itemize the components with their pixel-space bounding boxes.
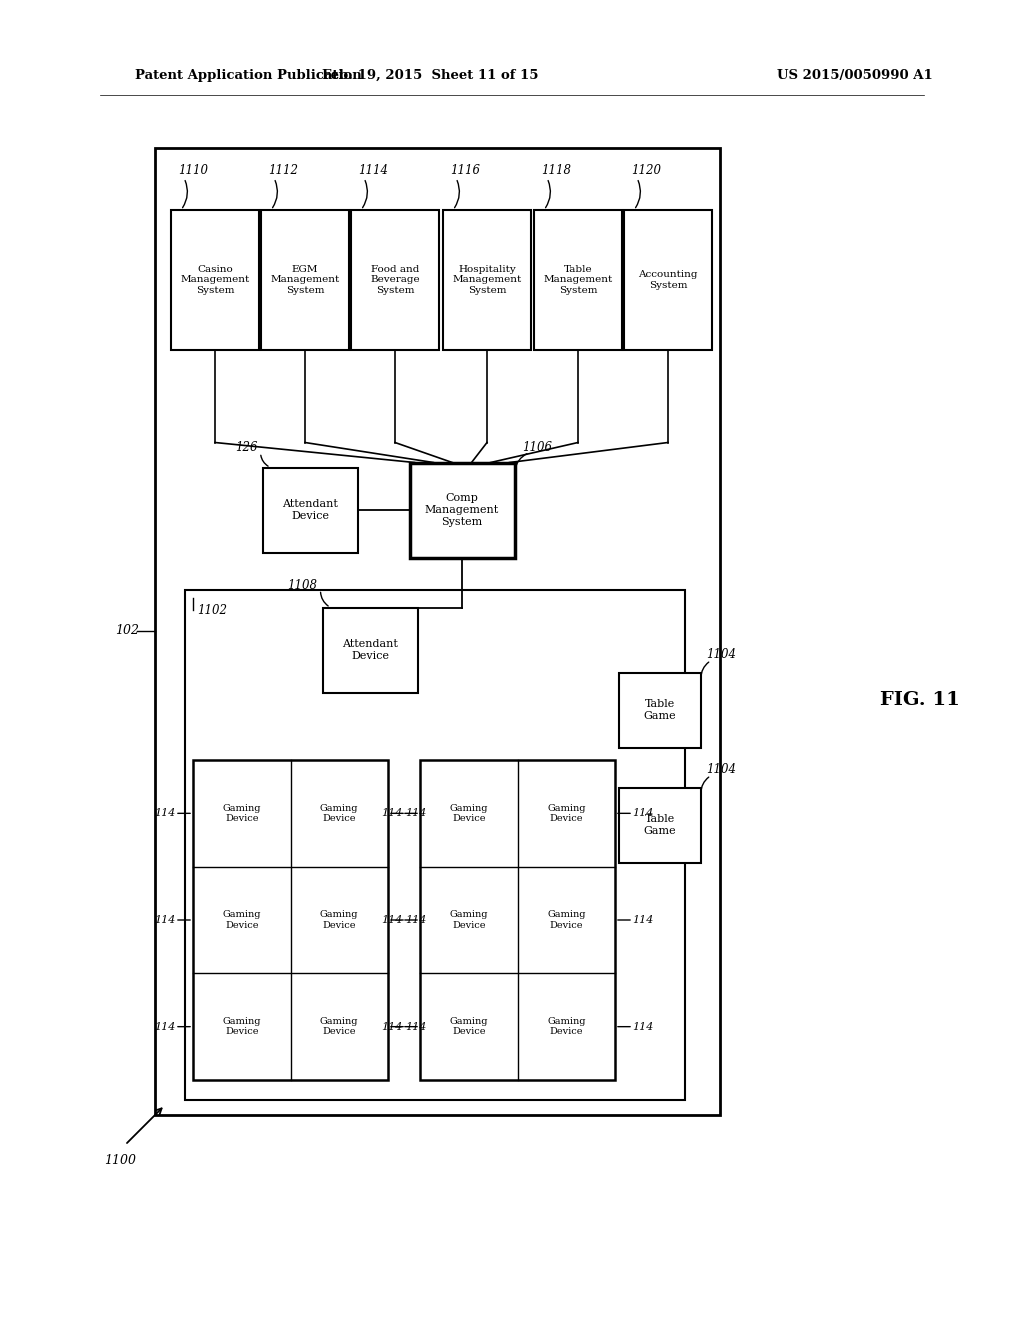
Text: 114: 114 bbox=[632, 1022, 653, 1032]
Text: Hospitality
Management
System: Hospitality Management System bbox=[453, 265, 521, 294]
Text: Gaming
Device: Gaming Device bbox=[222, 1016, 261, 1036]
Text: Gaming
Device: Gaming Device bbox=[450, 911, 488, 929]
Bar bbox=[420, 760, 615, 1080]
Text: Gaming
Device: Gaming Device bbox=[547, 911, 586, 929]
Text: 1104: 1104 bbox=[706, 763, 736, 776]
Text: Gaming
Device: Gaming Device bbox=[547, 804, 586, 824]
Bar bbox=[618, 788, 701, 862]
Bar bbox=[323, 607, 418, 693]
Text: 114: 114 bbox=[632, 915, 653, 925]
Text: Table
Game: Table Game bbox=[644, 814, 676, 836]
Text: 114: 114 bbox=[406, 808, 427, 818]
Text: Gaming
Device: Gaming Device bbox=[319, 911, 358, 929]
Text: 114: 114 bbox=[155, 1022, 176, 1032]
Text: 1106: 1106 bbox=[522, 441, 553, 454]
Bar bbox=[624, 210, 712, 350]
Bar bbox=[534, 210, 622, 350]
Text: Gaming
Device: Gaming Device bbox=[319, 1016, 358, 1036]
Bar bbox=[185, 590, 685, 1100]
Text: 114: 114 bbox=[155, 915, 176, 925]
Bar bbox=[171, 210, 259, 350]
Text: Patent Application Publication: Patent Application Publication bbox=[135, 69, 361, 82]
Text: 114: 114 bbox=[381, 915, 402, 925]
Text: 126: 126 bbox=[234, 441, 257, 454]
Text: 114: 114 bbox=[381, 1022, 402, 1032]
Bar bbox=[155, 148, 720, 1115]
Text: 114: 114 bbox=[155, 808, 176, 818]
Text: 1104: 1104 bbox=[706, 648, 736, 661]
Text: Food and
Beverage
System: Food and Beverage System bbox=[371, 265, 420, 294]
Bar bbox=[351, 210, 439, 350]
Bar bbox=[410, 462, 514, 557]
Text: Casino
Management
System: Casino Management System bbox=[180, 265, 250, 294]
Text: 1100: 1100 bbox=[104, 1154, 136, 1167]
Text: Attendant
Device: Attendant Device bbox=[342, 639, 398, 661]
Text: 1120: 1120 bbox=[631, 164, 662, 177]
Text: Accounting
System: Accounting System bbox=[638, 271, 697, 289]
Text: Table
Management
System: Table Management System bbox=[544, 265, 612, 294]
Text: 114: 114 bbox=[406, 915, 427, 925]
Text: 114: 114 bbox=[406, 1022, 427, 1032]
Bar bbox=[193, 760, 388, 1080]
Text: Gaming
Device: Gaming Device bbox=[319, 804, 358, 824]
Bar bbox=[262, 467, 357, 553]
Bar bbox=[443, 210, 531, 350]
Bar bbox=[261, 210, 349, 350]
Text: Gaming
Device: Gaming Device bbox=[222, 911, 261, 929]
Text: 102: 102 bbox=[115, 624, 139, 638]
Text: Gaming
Device: Gaming Device bbox=[222, 804, 261, 824]
Text: 1118: 1118 bbox=[541, 164, 571, 177]
Text: FIG. 11: FIG. 11 bbox=[880, 690, 959, 709]
Text: 114: 114 bbox=[381, 808, 402, 818]
Text: Gaming
Device: Gaming Device bbox=[450, 804, 488, 824]
Text: 1116: 1116 bbox=[450, 164, 480, 177]
Text: 1108: 1108 bbox=[288, 579, 317, 591]
Text: 1112: 1112 bbox=[268, 164, 298, 177]
Text: Gaming
Device: Gaming Device bbox=[450, 1016, 488, 1036]
Text: 1110: 1110 bbox=[178, 164, 208, 177]
Text: US 2015/0050990 A1: US 2015/0050990 A1 bbox=[777, 69, 933, 82]
Text: 114: 114 bbox=[632, 808, 653, 818]
Text: 1114: 1114 bbox=[358, 164, 388, 177]
Text: Table
Game: Table Game bbox=[644, 700, 676, 721]
Text: EGM
Management
System: EGM Management System bbox=[270, 265, 340, 294]
Text: Feb. 19, 2015  Sheet 11 of 15: Feb. 19, 2015 Sheet 11 of 15 bbox=[322, 69, 539, 82]
Text: Gaming
Device: Gaming Device bbox=[547, 1016, 586, 1036]
Text: 1102: 1102 bbox=[197, 603, 227, 616]
Bar bbox=[618, 672, 701, 747]
Text: Comp
Management
System: Comp Management System bbox=[425, 494, 499, 527]
Text: Attendant
Device: Attendant Device bbox=[282, 499, 338, 521]
